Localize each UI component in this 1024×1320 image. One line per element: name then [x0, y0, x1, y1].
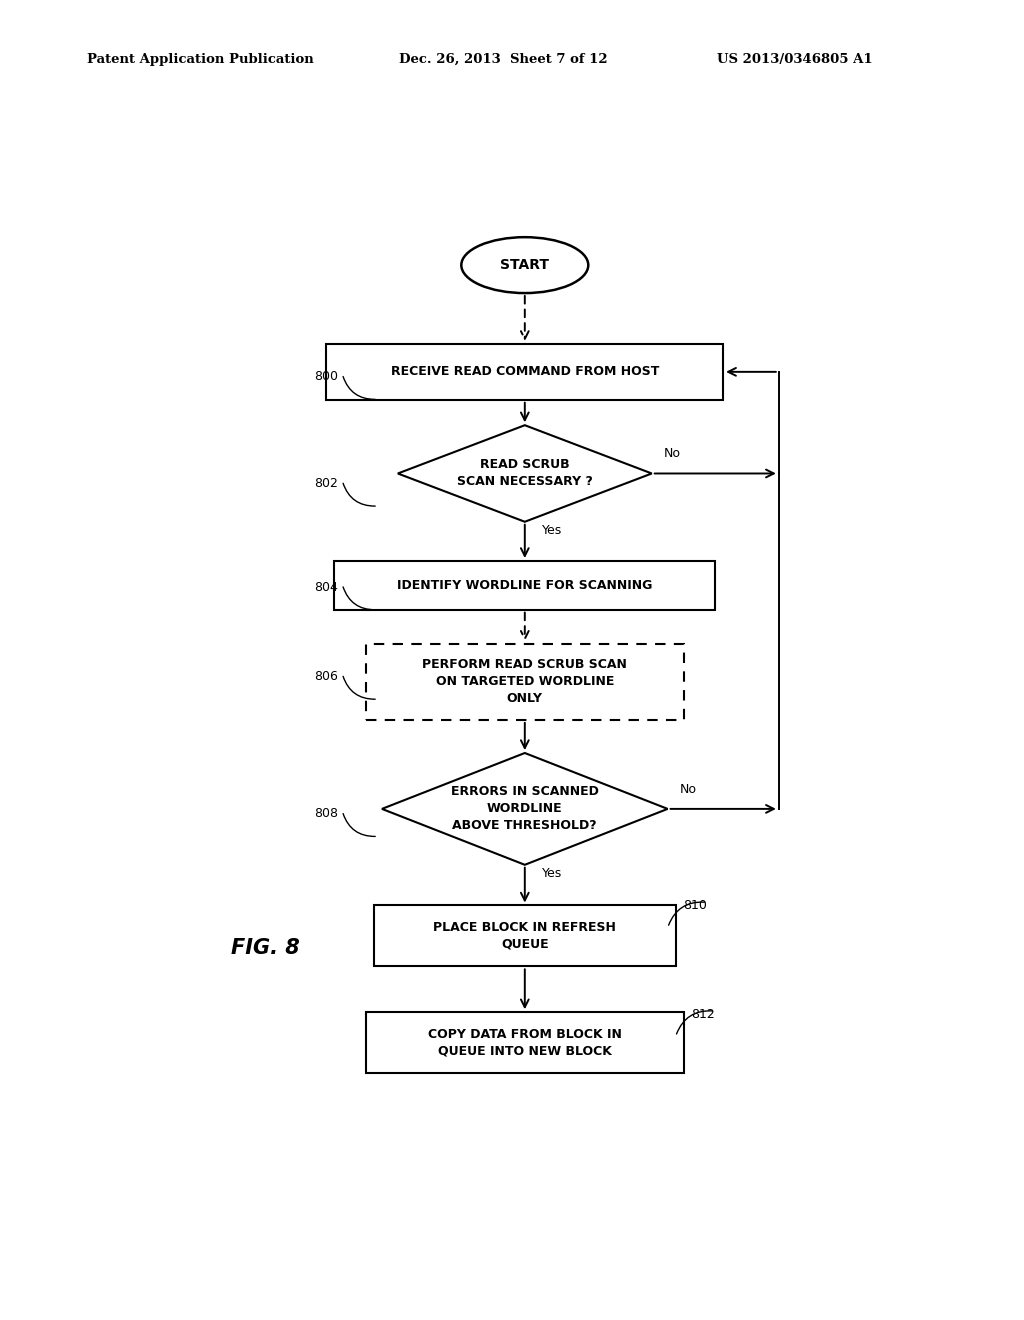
Text: 810: 810: [684, 899, 708, 912]
Text: Dec. 26, 2013  Sheet 7 of 12: Dec. 26, 2013 Sheet 7 of 12: [399, 53, 608, 66]
Text: 812: 812: [691, 1007, 715, 1020]
Text: 804: 804: [314, 581, 338, 594]
Text: 808: 808: [314, 808, 338, 821]
Text: No: No: [680, 783, 696, 796]
Text: Yes: Yes: [543, 867, 562, 880]
Text: RECEIVE READ COMMAND FROM HOST: RECEIVE READ COMMAND FROM HOST: [390, 366, 659, 379]
Text: Yes: Yes: [543, 524, 562, 537]
Text: PLACE BLOCK IN REFRESH
QUEUE: PLACE BLOCK IN REFRESH QUEUE: [433, 921, 616, 950]
Text: 802: 802: [314, 477, 338, 490]
Text: ERRORS IN SCANNED
WORDLINE
ABOVE THRESHOLD?: ERRORS IN SCANNED WORDLINE ABOVE THRESHO…: [451, 785, 599, 833]
Text: No: No: [664, 447, 681, 461]
Text: PERFORM READ SCRUB SCAN
ON TARGETED WORDLINE
ONLY: PERFORM READ SCRUB SCAN ON TARGETED WORD…: [422, 659, 628, 705]
Text: 800: 800: [314, 371, 338, 383]
Text: FIG. 8: FIG. 8: [231, 939, 300, 958]
Text: COPY DATA FROM BLOCK IN
QUEUE INTO NEW BLOCK: COPY DATA FROM BLOCK IN QUEUE INTO NEW B…: [428, 1028, 622, 1057]
Text: 806: 806: [314, 671, 338, 684]
Text: Patent Application Publication: Patent Application Publication: [87, 53, 313, 66]
Text: US 2013/0346805 A1: US 2013/0346805 A1: [717, 53, 872, 66]
Text: IDENTIFY WORDLINE FOR SCANNING: IDENTIFY WORDLINE FOR SCANNING: [397, 578, 652, 591]
Text: START: START: [501, 259, 549, 272]
Text: READ SCRUB
SCAN NECESSARY ?: READ SCRUB SCAN NECESSARY ?: [457, 458, 593, 488]
